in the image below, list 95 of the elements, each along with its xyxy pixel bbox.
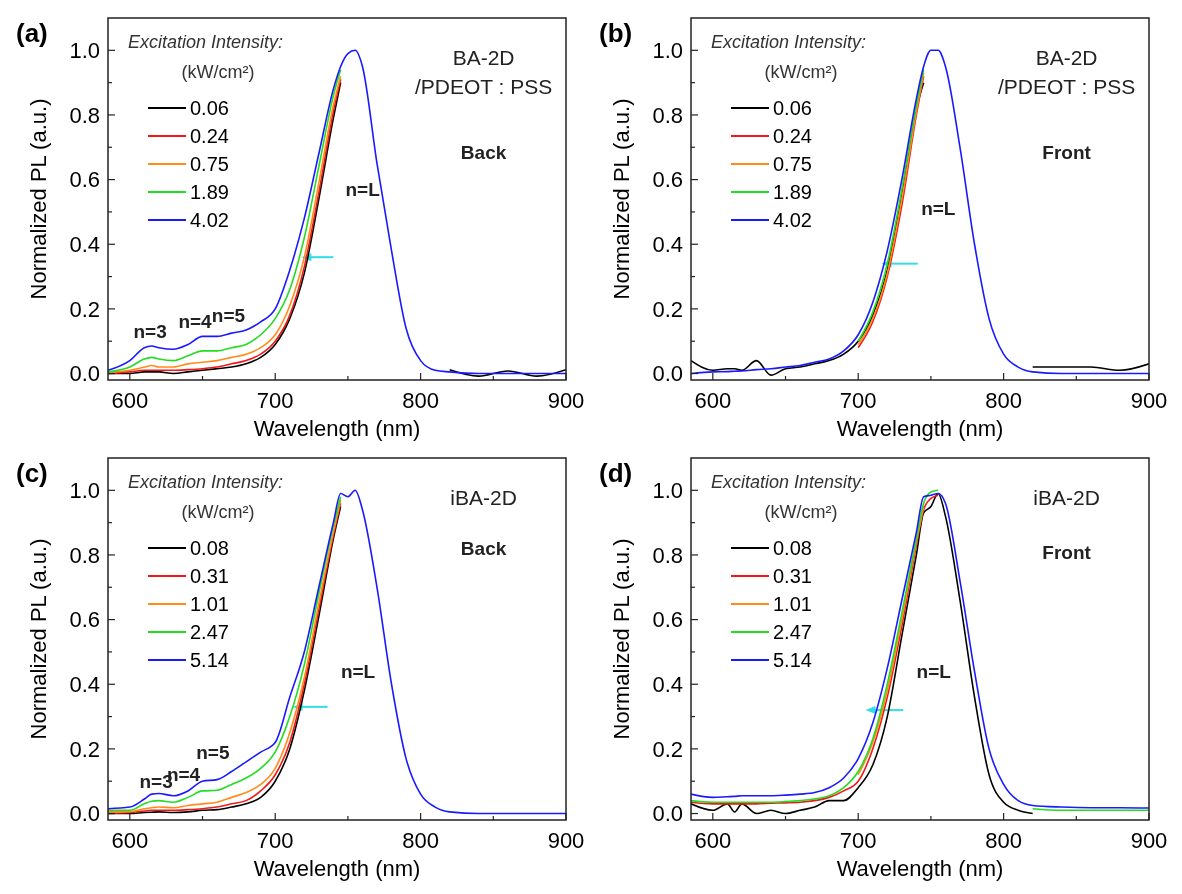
annotation: n=L xyxy=(916,660,952,682)
y-tick-label: 0.6 xyxy=(69,167,100,193)
x-tick-label: 900 xyxy=(547,388,585,413)
y-tick-label: 0.0 xyxy=(69,801,100,827)
annotation: BA-2D xyxy=(452,46,515,70)
annotation: n=4 xyxy=(178,311,213,333)
legend-label: 0.31 xyxy=(190,565,229,587)
annotation: Front xyxy=(1042,541,1092,563)
x-axis-title: Wavelength (nm) xyxy=(836,856,1004,881)
y-axis-title: Normalized PL (a.u.) xyxy=(609,538,634,740)
legend-label: 0.06 xyxy=(190,97,229,119)
legend-label: 1.89 xyxy=(773,181,812,203)
legend-label: 0.08 xyxy=(190,537,229,559)
x-tick-label: 600 xyxy=(694,388,732,413)
annotation: iBA-2D xyxy=(450,486,517,510)
annotation: n=L xyxy=(921,198,956,220)
x-tick-label: 800 xyxy=(985,828,1022,853)
annotation: Back xyxy=(460,538,507,560)
legend-label: 0.75 xyxy=(773,153,812,175)
x-axis-title: Wavelength (nm) xyxy=(836,416,1004,441)
y-tick-label: 0.0 xyxy=(69,361,100,387)
legend-label: 5.14 xyxy=(190,649,229,671)
annotation: n=5 xyxy=(211,304,246,326)
legend-title: Excitation Intensity: (kW/cm²) xyxy=(711,32,867,82)
y-tick-label: 0.2 xyxy=(69,736,100,762)
y-tick-label: 0.2 xyxy=(69,296,100,322)
chart-title: (b) xyxy=(599,18,633,48)
legend-label: 0.24 xyxy=(190,125,229,147)
x-tick-label: 700 xyxy=(256,828,294,853)
legend-label: 0.31 xyxy=(773,565,812,587)
y-tick-label: 0.6 xyxy=(652,607,683,633)
legend-label: 0.06 xyxy=(773,97,812,119)
legend-label: 4.02 xyxy=(190,209,229,231)
legend-label: 1.89 xyxy=(190,181,229,203)
annotation: iBA-2D xyxy=(1033,486,1100,510)
x-tick-label: 900 xyxy=(1130,388,1168,413)
y-tick-label: 0.4 xyxy=(652,231,683,257)
annotation: Back xyxy=(460,141,507,163)
x-tick-label: 700 xyxy=(256,388,294,413)
legend-label: 2.47 xyxy=(190,621,229,643)
y-tick-label: 0.0 xyxy=(652,801,683,827)
y-tick-label: 0.2 xyxy=(652,296,683,322)
legend-label: 1.01 xyxy=(773,593,812,615)
legend-title: Excitation Intensity: (kW/cm²) xyxy=(128,472,284,522)
y-tick-label: 0.2 xyxy=(652,736,683,762)
legend-label: 0.75 xyxy=(190,153,229,175)
y-tick-label: 1.0 xyxy=(652,38,683,64)
y-tick-label: 0.4 xyxy=(69,671,100,697)
chart-title: (c) xyxy=(16,458,48,488)
line-series xyxy=(691,492,1034,815)
legend-label: 1.01 xyxy=(190,593,229,615)
y-tick-label: 1.0 xyxy=(69,38,100,64)
legend-title: Excitation Intensity: (kW/cm²) xyxy=(711,472,867,522)
legend-label: 2.47 xyxy=(773,621,812,643)
chart-title: (d) xyxy=(599,458,633,488)
x-axis-title: Wavelength (nm) xyxy=(253,416,421,441)
y-tick-label: 0.8 xyxy=(69,102,100,128)
annotation: n=3 xyxy=(133,321,167,343)
x-tick-label: 600 xyxy=(694,828,732,853)
legend-label: 0.08 xyxy=(773,537,812,559)
annotation: n=5 xyxy=(196,741,230,763)
y-tick-label: 0.6 xyxy=(69,607,100,633)
y-axis-title: Normalized PL (a.u.) xyxy=(609,98,634,300)
y-tick-label: 0.6 xyxy=(652,167,683,193)
y-tick-label: 0.4 xyxy=(652,671,683,697)
x-tick-label: 700 xyxy=(839,828,877,853)
annotation: n=L xyxy=(345,178,381,200)
legend-label: 4.02 xyxy=(773,209,812,231)
y-tick-label: 0.8 xyxy=(69,542,100,568)
annotation: /PDEOT : PSS xyxy=(414,75,553,99)
x-tick-label: 800 xyxy=(402,388,439,413)
y-tick-label: 0.4 xyxy=(69,231,100,257)
annotation: Front xyxy=(1042,141,1092,163)
legend-title: Excitation Intensity: (kW/cm²) xyxy=(128,32,284,82)
y-tick-label: 1.0 xyxy=(69,478,100,504)
y-tick-label: 1.0 xyxy=(652,478,683,504)
legend-label: 5.14 xyxy=(773,649,812,671)
chart-title: (a) xyxy=(16,18,48,48)
x-tick-label: 900 xyxy=(547,828,585,853)
annotation: /PDEOT : PSS xyxy=(997,75,1136,99)
y-axis-title: Normalized PL (a.u.) xyxy=(26,98,51,300)
annotation: n=L xyxy=(340,660,376,682)
x-tick-label: 900 xyxy=(1130,828,1168,853)
annotation: BA-2D xyxy=(1035,46,1098,70)
legend-label: 0.24 xyxy=(773,125,812,147)
x-tick-label: 800 xyxy=(985,388,1022,413)
y-tick-label: 0.8 xyxy=(652,102,683,128)
y-tick-label: 0.0 xyxy=(652,361,683,387)
x-tick-label: 700 xyxy=(839,388,877,413)
x-tick-label: 800 xyxy=(402,828,439,853)
x-tick-label: 600 xyxy=(111,828,149,853)
x-tick-label: 600 xyxy=(111,388,149,413)
y-tick-label: 0.8 xyxy=(652,542,683,568)
y-axis-title: Normalized PL (a.u.) xyxy=(26,538,51,740)
x-axis-title: Wavelength (nm) xyxy=(253,856,421,881)
